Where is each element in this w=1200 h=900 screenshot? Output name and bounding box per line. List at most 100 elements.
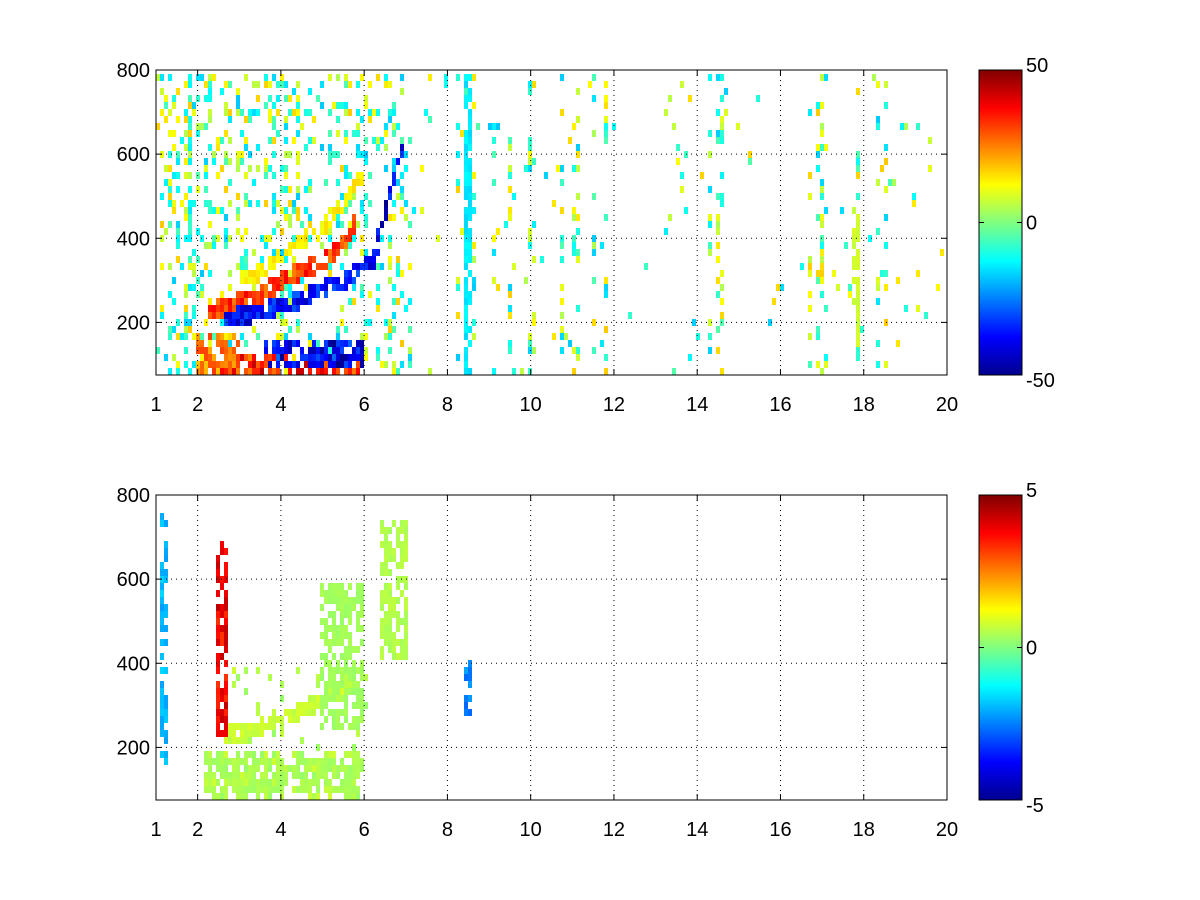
heatmap-cell	[308, 109, 312, 116]
heatmap-cell	[328, 221, 332, 228]
heatmap-cell	[360, 716, 364, 723]
heatmap-cell	[316, 361, 320, 368]
heatmap-cell	[292, 305, 296, 312]
heatmap-cell	[332, 618, 336, 625]
heatmap-cell	[340, 221, 344, 228]
heatmap-cell	[468, 165, 472, 172]
heatmap-cell	[220, 333, 224, 340]
heatmap-cell	[296, 702, 300, 709]
heatmap-cell	[328, 625, 332, 632]
colorbar-ticks-bottom: -505	[979, 480, 1044, 817]
heatmap-cell	[328, 347, 332, 354]
heatmap-cell	[684, 207, 688, 214]
heatmap-cell	[856, 291, 860, 298]
heatmap-cell	[212, 312, 216, 319]
heatmap-cell	[296, 207, 300, 214]
heatmap-cell	[164, 604, 168, 611]
heatmap-cell	[344, 172, 348, 179]
heatmap-cell	[244, 305, 248, 312]
heatmap-cell	[356, 681, 360, 688]
heatmap-cell	[344, 137, 348, 144]
heatmap-cell	[664, 228, 668, 235]
heatmap-cell	[356, 81, 360, 88]
heatmap-cell	[204, 158, 208, 165]
heatmap-cell	[468, 116, 472, 123]
heatmap-cell	[564, 333, 568, 340]
heatmap-cell	[512, 263, 516, 270]
heatmap-cell	[396, 639, 400, 646]
heatmap-cell	[824, 74, 828, 81]
heatmap-cell	[356, 667, 360, 674]
heatmap-cell	[308, 709, 312, 716]
heatmap-cell	[308, 347, 312, 354]
heatmap-cell	[532, 312, 536, 319]
heatmap-cell	[308, 793, 312, 800]
heatmap-cell	[340, 604, 344, 611]
heatmap-cell	[356, 368, 360, 375]
heatmap-cell	[376, 347, 380, 354]
heatmap-cell	[176, 221, 180, 228]
heatmap-cell	[492, 277, 496, 284]
heatmap-cell	[204, 758, 208, 765]
heatmap-cell	[160, 74, 164, 81]
heatmap-cell	[244, 667, 248, 674]
heatmap-cell	[856, 298, 860, 305]
heatmap-cell	[296, 772, 300, 779]
heatmap-cell	[360, 284, 364, 291]
heatmap-cell	[404, 653, 408, 660]
heatmap-cell	[288, 347, 292, 354]
heatmap-cell	[396, 583, 400, 590]
heatmap-cell	[224, 709, 228, 716]
heatmap-cell	[388, 263, 392, 270]
heatmap-cell	[460, 228, 464, 235]
heatmap-cell	[388, 81, 392, 88]
heatmap-cell	[332, 354, 336, 361]
heatmap-cell	[212, 779, 216, 786]
heatmap-cell	[296, 765, 300, 772]
heatmap-cell	[208, 305, 212, 312]
heatmap-cell	[216, 144, 220, 151]
heatmap-cell	[464, 130, 468, 137]
heatmap-cell	[324, 284, 328, 291]
heatmap-cell	[344, 242, 348, 249]
heatmap-cell	[308, 88, 312, 95]
heatmap-cell	[852, 298, 856, 305]
heatmap-cell	[364, 95, 368, 102]
heatmap-cell	[592, 277, 596, 284]
heatmap-cell	[352, 368, 356, 375]
heatmap-cell	[304, 354, 308, 361]
heatmap-cell	[264, 361, 268, 368]
heatmap-cell	[276, 779, 280, 786]
heatmap-cell	[240, 730, 244, 737]
heatmap-cell	[268, 116, 272, 123]
heatmap-cell	[672, 368, 676, 375]
heatmap-cell	[284, 333, 288, 340]
heatmap-cell	[228, 772, 232, 779]
heatmap-cell	[252, 298, 256, 305]
heatmap-cell	[604, 95, 608, 102]
heatmap-cell	[352, 751, 356, 758]
heatmap-cell	[856, 319, 860, 326]
heatmap-cell	[184, 214, 188, 221]
heatmap-cell	[312, 116, 316, 123]
heatmap-cell	[164, 228, 168, 235]
heatmap-cell	[260, 779, 264, 786]
heatmap-cell	[816, 144, 820, 151]
heatmap-cell	[224, 305, 228, 312]
heatmap-cell	[680, 81, 684, 88]
heatmap-cell	[464, 674, 468, 681]
heatmap-cell	[856, 193, 860, 200]
heatmap-cell	[464, 88, 468, 95]
heatmap-cell	[356, 179, 360, 186]
heatmap-cell	[340, 632, 344, 639]
heatmap-cell	[352, 646, 356, 653]
heatmap-cell	[368, 291, 372, 298]
heatmap-cell	[576, 305, 580, 312]
heatmap-cell	[912, 200, 916, 207]
heatmap-cell	[344, 793, 348, 800]
heatmap-cell	[272, 772, 276, 779]
heatmap-cell	[360, 583, 364, 590]
heatmap-cell	[360, 340, 364, 347]
heatmap-cell	[340, 242, 344, 249]
